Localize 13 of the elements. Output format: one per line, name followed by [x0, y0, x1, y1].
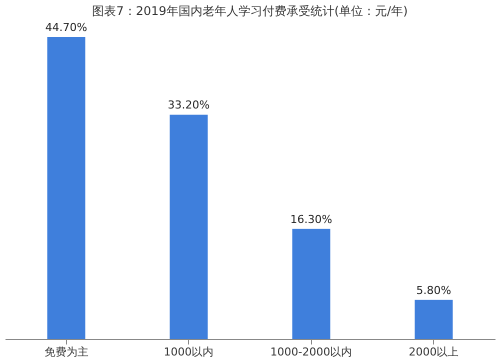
bar [47, 37, 86, 339]
x-tick-label: 1000-2000以内 [270, 346, 352, 358]
data-label: 16.30% [290, 212, 332, 226]
data-label: 5.80% [416, 284, 452, 297]
data-label: 33.20% [168, 98, 210, 112]
x-tick-label: 1000以内 [164, 346, 214, 358]
x-tick-label: 2000以上 [408, 346, 459, 358]
x-tick-label: 免费为主 [44, 346, 88, 358]
bar [170, 114, 208, 339]
data-label: 44.70% [45, 21, 88, 34]
bar [414, 300, 453, 339]
bar [292, 228, 330, 339]
chart-title: 图表7：2019年国内老年人学习付费承受统计(单位：元/年) [92, 4, 408, 18]
